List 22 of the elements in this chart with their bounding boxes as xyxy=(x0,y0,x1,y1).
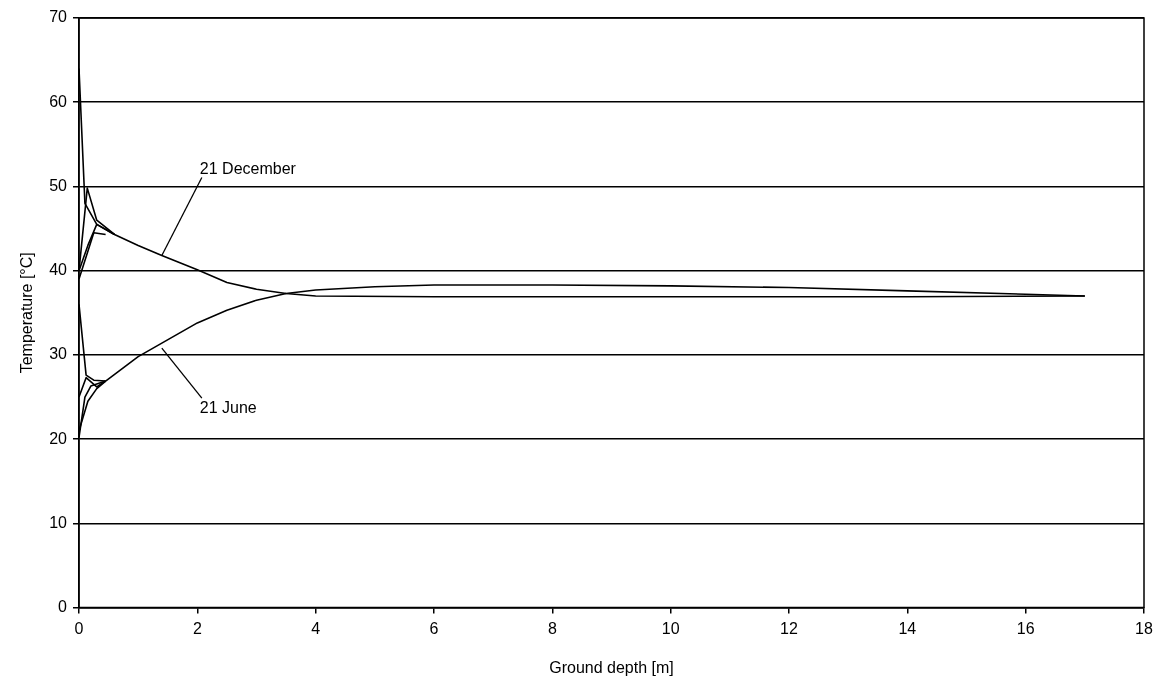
y-tick-label: 30 xyxy=(49,345,68,363)
annotation: 21 June xyxy=(199,398,257,416)
x-tick-label: 18 xyxy=(1135,619,1153,637)
y-tick-label: 50 xyxy=(49,176,68,194)
y-axis-title: Temperature [°C] xyxy=(18,252,36,374)
y-tick-label: 70 xyxy=(49,8,68,26)
y-tick-label: 0 xyxy=(58,598,68,616)
x-tick-label: 14 xyxy=(898,619,917,637)
y-tick-label: 60 xyxy=(49,92,68,110)
annotation: 21 December xyxy=(199,159,297,177)
x-tick-label: 4 xyxy=(311,619,321,637)
x-tick-label: 2 xyxy=(192,619,202,637)
y-tick-label: 10 xyxy=(49,513,68,531)
x-tick-label: 6 xyxy=(429,619,439,637)
x-tick-label: 12 xyxy=(780,619,798,637)
x-tick-label: 10 xyxy=(661,619,680,637)
x-axis-title: Ground depth [m] xyxy=(549,658,674,676)
x-tick-label: 16 xyxy=(1016,619,1035,637)
y-tick-label: 40 xyxy=(49,261,68,279)
x-tick-label: 0 xyxy=(74,619,84,637)
y-tick-label: 20 xyxy=(49,429,68,447)
x-tick-label: 8 xyxy=(547,619,557,637)
